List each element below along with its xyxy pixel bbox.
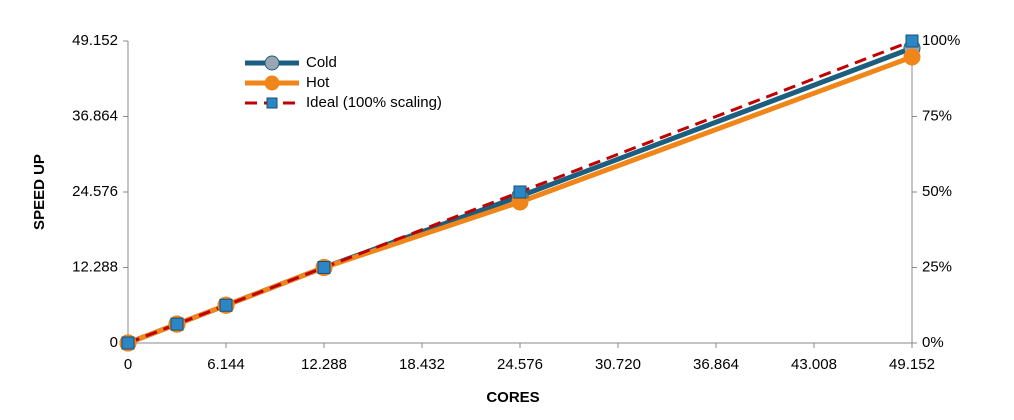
x-tick-label: 12.288: [301, 356, 347, 373]
y-tick-label: 24.576: [72, 183, 118, 200]
y-tick-label: 12.288: [72, 258, 118, 275]
y2-tick-label: 100%: [922, 32, 960, 49]
y2-tick-label: 75%: [922, 107, 952, 124]
data-point: [903, 48, 921, 66]
x-tick-label: 43.008: [791, 356, 837, 373]
data-point: [219, 298, 233, 312]
y-tick-label: 36.864: [72, 107, 118, 124]
x-tick-label: 0: [124, 356, 132, 373]
legend-marker: [264, 55, 280, 71]
data-point: [170, 317, 184, 331]
legend-label: Cold: [306, 54, 337, 71]
y-axis-title: SPEED UP: [31, 154, 48, 230]
data-point: [905, 34, 919, 48]
y2-tick-label: 25%: [922, 258, 952, 275]
legend-marker: [266, 97, 278, 109]
legend-label: Ideal (100% scaling): [306, 94, 442, 111]
x-tick-label: 24.576: [497, 356, 543, 373]
series-line: [127, 39, 913, 345]
y-tick-label: 49.152: [72, 32, 118, 49]
x-tick-label: 49.152: [889, 356, 935, 373]
x-tick-label: 6.144: [207, 356, 245, 373]
y2-tick-label: 0%: [922, 334, 944, 351]
data-point: [317, 261, 331, 274]
x-tick-label: 36.864: [693, 356, 739, 373]
y-tick-label: 0: [110, 334, 118, 351]
legend-label: Hot: [306, 74, 330, 91]
x-axis-title: CORES: [486, 389, 539, 406]
data-point: [121, 336, 135, 350]
x-tick-label: 18.432: [399, 356, 445, 373]
legend-marker: [264, 75, 280, 91]
y2-tick-label: 50%: [922, 183, 952, 200]
x-tick-label: 30.720: [595, 356, 641, 373]
data-point: [513, 185, 527, 199]
